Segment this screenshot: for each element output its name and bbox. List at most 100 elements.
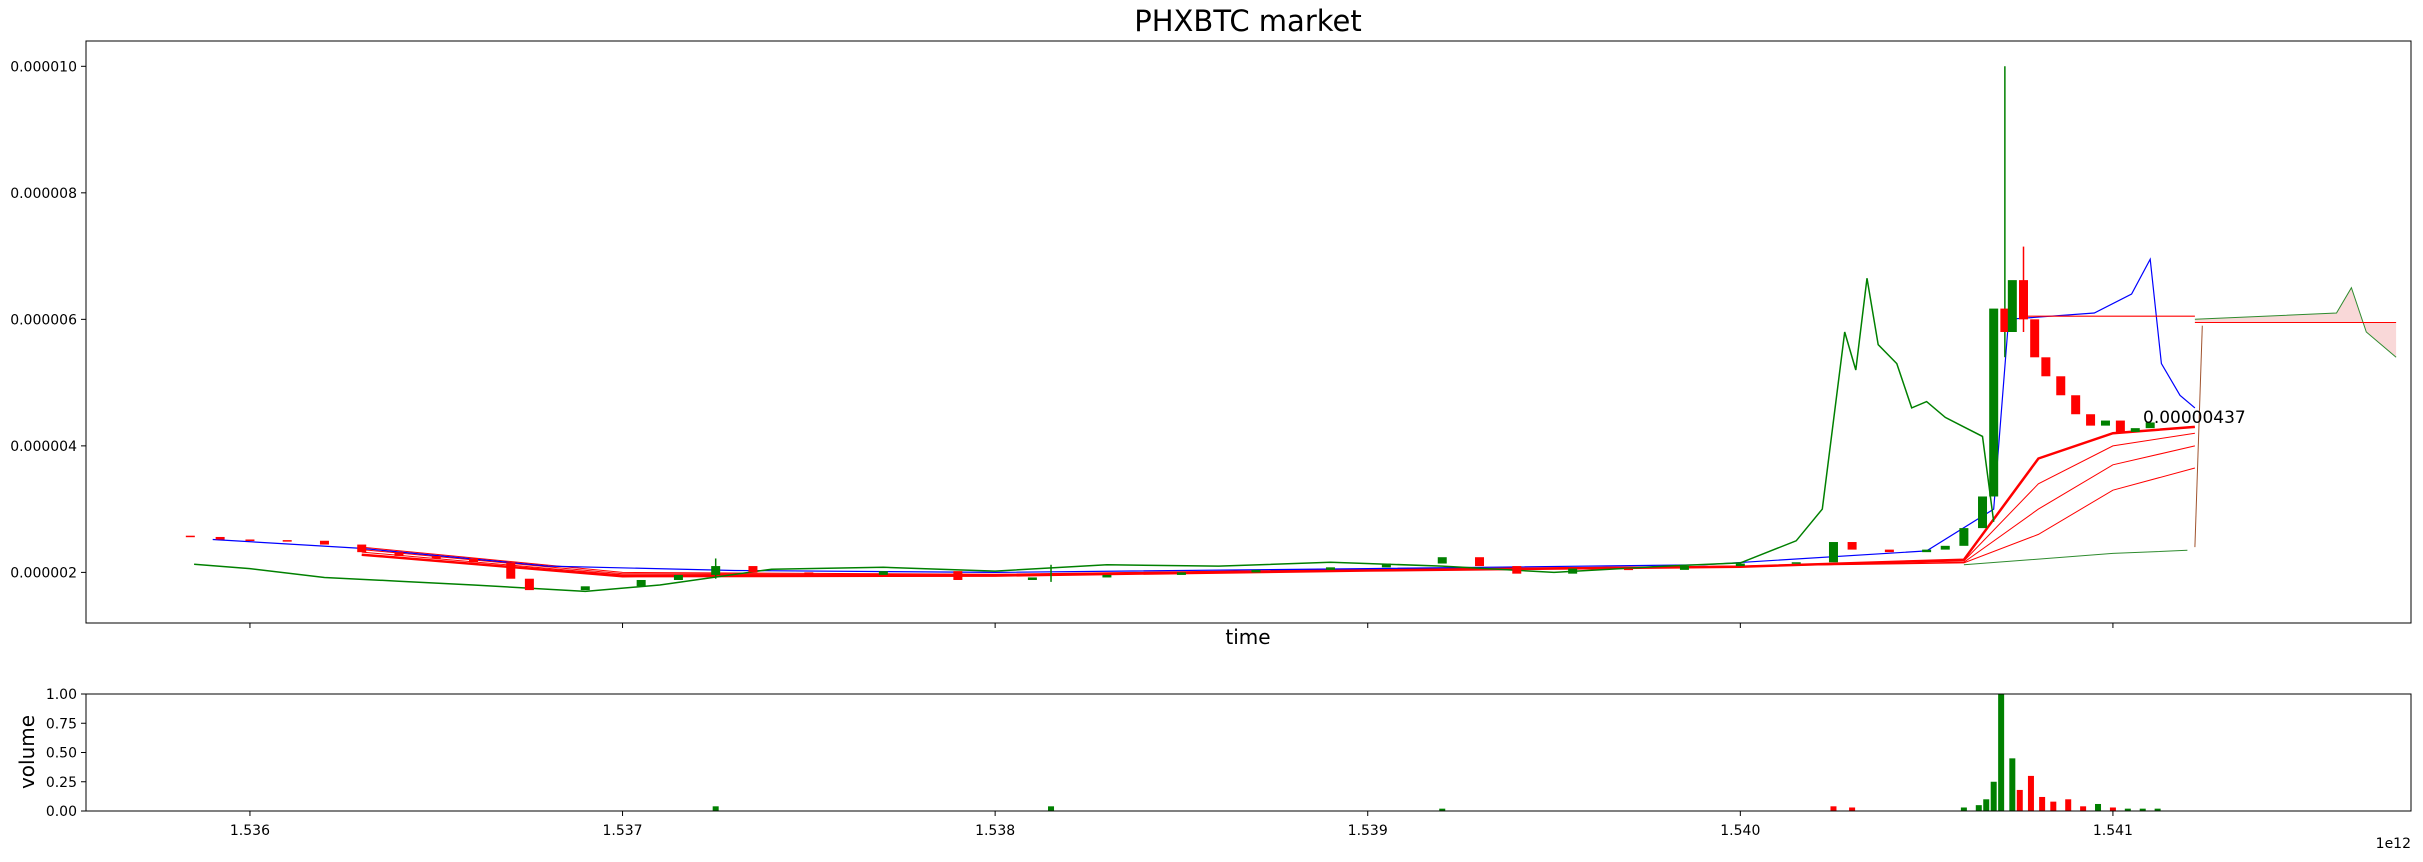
candle-42 bbox=[2007, 280, 2017, 332]
volume-bar-7 bbox=[1983, 799, 1990, 811]
candle-50 bbox=[2115, 420, 2125, 432]
red-ma-line-0 bbox=[361, 467, 2196, 575]
candle-20 bbox=[1102, 574, 1112, 578]
x-tick-label-3: 1.539 bbox=[1348, 823, 1388, 839]
candle-37 bbox=[1940, 545, 1950, 550]
candle-6 bbox=[394, 552, 404, 556]
candle-8 bbox=[469, 558, 478, 563]
x-axis-label: time bbox=[1225, 625, 1270, 649]
y-tick-label-3: 0.000008 bbox=[10, 186, 77, 202]
vol-y-tick-label-2: 0.50 bbox=[46, 746, 77, 762]
volume-bar-20 bbox=[2139, 808, 2146, 811]
candle-43 bbox=[2019, 280, 2028, 320]
volume-plot-frame bbox=[85, 693, 2412, 812]
candle-25 bbox=[1437, 557, 1447, 564]
volume-y-axis-label: volume bbox=[15, 715, 39, 789]
volume-bar-2 bbox=[1439, 808, 1446, 811]
candle-35 bbox=[1884, 549, 1894, 553]
candle-10 bbox=[524, 578, 534, 591]
candle-14 bbox=[711, 566, 721, 575]
y-tick-label-0: 0.000002 bbox=[10, 565, 77, 581]
candle-13 bbox=[673, 574, 683, 580]
volume-bar-10 bbox=[2009, 758, 2016, 811]
x-tick-label-5: 1.541 bbox=[2093, 823, 2133, 839]
volume-bar-3 bbox=[1830, 806, 1837, 811]
volume-bar-12 bbox=[2027, 775, 2034, 811]
band-low-line bbox=[1963, 549, 2188, 566]
volume-bar-8 bbox=[1990, 781, 1997, 811]
candle-47 bbox=[2071, 395, 2081, 415]
candle-16 bbox=[804, 572, 814, 575]
red-ma-line-2 bbox=[361, 432, 2195, 577]
x-offset-label: 1e12 bbox=[2376, 836, 2411, 852]
candle-22 bbox=[1251, 569, 1261, 573]
candle-30 bbox=[1679, 566, 1689, 570]
candle-1 bbox=[215, 536, 225, 540]
candle-45 bbox=[2041, 357, 2051, 377]
price-plot: 0.000002 0.000004 0.000006 0.000008 0.000010 bbox=[10, 59, 2397, 628]
vol-y-tick-label-3: 0.75 bbox=[46, 716, 77, 732]
volume-bar-16 bbox=[2080, 806, 2087, 811]
candle-38 bbox=[1959, 528, 1969, 546]
volume-bar-15 bbox=[2065, 799, 2072, 811]
candle-11 bbox=[580, 586, 590, 591]
vol-y-tick-label-0: 0.00 bbox=[46, 804, 77, 820]
x-tick-label-2: 1.538 bbox=[975, 823, 1015, 839]
candle-51 bbox=[2130, 428, 2140, 432]
x-tick-label-0: 1.536 bbox=[230, 823, 270, 839]
candle-34 bbox=[1847, 542, 1857, 550]
volume-bar-19 bbox=[2124, 808, 2131, 811]
candle-39 bbox=[1978, 496, 1988, 529]
volume-bar-0 bbox=[712, 806, 719, 811]
price-plot-frame bbox=[85, 40, 2412, 624]
candle-2 bbox=[245, 539, 255, 541]
candle-3 bbox=[282, 540, 292, 542]
volume-bar-1 bbox=[1048, 806, 1055, 811]
candle-40 bbox=[1989, 308, 1999, 497]
forecast-low-line bbox=[2194, 325, 2203, 548]
volume-plot: 0.00 0.25 0.50 0.75 1.00 1.536 1.537 1.538 1.539… bbox=[46, 687, 2161, 839]
volume-bar-18 bbox=[2109, 807, 2116, 811]
candle-52 bbox=[2145, 422, 2155, 429]
price-series-group bbox=[185, 66, 2397, 593]
last-price-label: 0.00000437 bbox=[2143, 408, 2246, 428]
x-tick-label-1: 1.537 bbox=[602, 823, 642, 839]
volume-bar-9 bbox=[1998, 694, 2005, 811]
candle-17 bbox=[878, 571, 888, 575]
candle-31 bbox=[1735, 563, 1745, 567]
candle-0 bbox=[185, 535, 195, 538]
candle-15 bbox=[748, 566, 758, 573]
candle-24 bbox=[1381, 563, 1391, 568]
chart-title: PHXBTC market bbox=[1134, 4, 1361, 38]
candle-46 bbox=[2056, 376, 2066, 396]
y-tick-label-1: 0.000004 bbox=[10, 439, 77, 455]
candle-18 bbox=[953, 571, 963, 580]
vol-y-tick-label-1: 0.25 bbox=[46, 775, 77, 791]
green-price-line bbox=[194, 278, 1995, 593]
volume-bar-21 bbox=[2154, 808, 2161, 811]
candle-28 bbox=[1568, 568, 1578, 574]
candle-41 bbox=[2000, 308, 2010, 332]
candle-7 bbox=[431, 555, 441, 559]
x-tick-label-4: 1.540 bbox=[1720, 823, 1760, 839]
candle-21 bbox=[1176, 572, 1186, 575]
vol-y-tick-label-4: 1.00 bbox=[46, 687, 77, 703]
candle-33 bbox=[1828, 542, 1838, 563]
candle-23 bbox=[1325, 567, 1335, 570]
candle-9 bbox=[506, 562, 516, 579]
candle-5 bbox=[357, 544, 367, 553]
red-ma-line-3 bbox=[361, 425, 2195, 578]
candle-44 bbox=[2030, 319, 2040, 358]
candle-49 bbox=[2100, 420, 2110, 426]
candle-26 bbox=[1475, 557, 1485, 567]
volume-bar-17 bbox=[2095, 803, 2102, 811]
candle-32 bbox=[1791, 562, 1801, 564]
candle-36 bbox=[1922, 549, 1932, 553]
y-tick-label-4: 0.000010 bbox=[10, 59, 77, 75]
red-ma-line-1 bbox=[361, 445, 2196, 576]
forecast-green-line bbox=[2194, 286, 2397, 358]
candle-27 bbox=[1512, 566, 1522, 574]
volume-bar-4 bbox=[1849, 807, 1856, 811]
volume-bar-5 bbox=[1960, 807, 1967, 811]
